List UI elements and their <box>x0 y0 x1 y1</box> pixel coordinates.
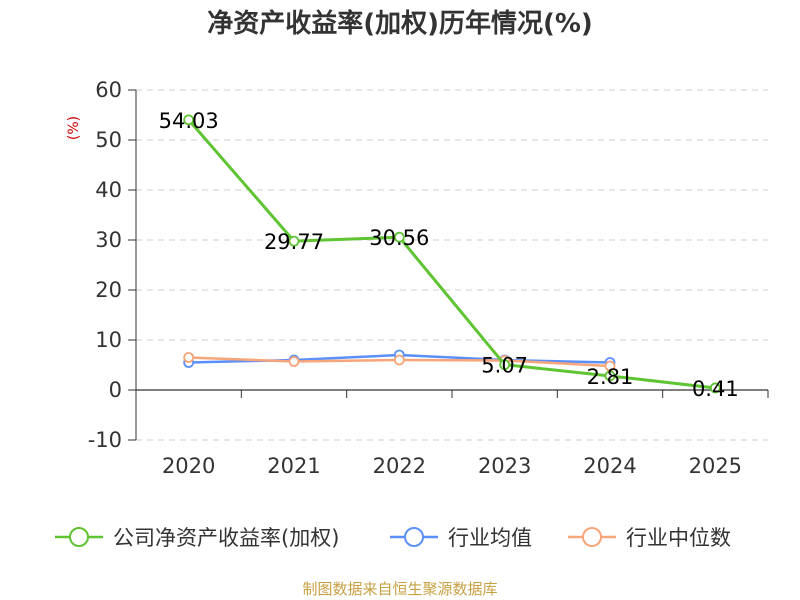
legend[interactable]: 公司净资产收益率(加权) 行业均值 行业中位数 <box>55 526 731 550</box>
grid-lines <box>136 89 768 441</box>
data-label: 54.03 <box>159 109 219 133</box>
chart-title: 净资产收益率(加权)历年情况(%) <box>207 8 593 39</box>
legend-label: 行业中位数 <box>626 526 731 550</box>
y-tick-label: 10 <box>95 328 122 352</box>
series-0 <box>183 114 721 394</box>
data-point[interactable] <box>499 359 511 371</box>
legend-marker <box>404 527 424 547</box>
y-tick-label: 20 <box>95 278 122 302</box>
legend-item-0[interactable]: 公司净资产收益率(加权) <box>55 526 339 550</box>
y-tick-label: 0 <box>109 378 122 402</box>
data-point[interactable] <box>393 231 405 243</box>
data-label: 30.56 <box>369 226 429 250</box>
data-label: 0.41 <box>692 377 739 401</box>
legend-item-2[interactable]: 行业中位数 <box>568 526 731 550</box>
legend-label: 公司净资产收益率(加权) <box>113 526 339 550</box>
x-tick-label: 2022 <box>373 454 426 478</box>
data-point[interactable] <box>393 354 405 366</box>
series-group <box>183 114 721 394</box>
y-tick-label: -10 <box>88 428 122 452</box>
x-tick-label: 2025 <box>689 454 742 478</box>
legend-marker <box>582 527 602 547</box>
series-line <box>187 118 716 390</box>
x-tick-label: 2023 <box>478 454 531 478</box>
data-point[interactable] <box>183 114 195 126</box>
data-label: 5.07 <box>481 354 528 378</box>
y-tick-label: 30 <box>95 228 122 252</box>
legend-label: 行业均值 <box>448 526 532 550</box>
y-axis-unit-label: (%) <box>66 116 82 140</box>
data-point[interactable] <box>604 360 616 372</box>
data-point[interactable] <box>183 352 195 363</box>
legend-marker <box>69 527 89 547</box>
data-point[interactable] <box>288 235 300 247</box>
y-tick-label: 40 <box>95 178 122 202</box>
data-label: 2.81 <box>587 365 634 389</box>
x-tick-label: 2021 <box>267 454 320 478</box>
data-labels: 54.03 29.77 30.56 5.07 2.81 0.41 <box>159 109 739 401</box>
data-point[interactable] <box>709 382 721 394</box>
y-tick-label: 60 <box>95 78 122 102</box>
data-point[interactable] <box>604 370 616 382</box>
legend-item-1[interactable]: 行业均值 <box>390 526 532 550</box>
data-point[interactable] <box>288 356 300 367</box>
x-tick-label: 2024 <box>583 454 636 478</box>
source-note: 制图数据来自恒生聚源数据库 <box>302 580 497 598</box>
x-tick-label: 2020 <box>162 454 215 478</box>
axes: -10 0 10 20 30 40 50 60 2020 2021 2022 2023 2024 2025 <box>88 78 769 478</box>
y-tick-label: 50 <box>95 128 122 152</box>
data-label: 29.77 <box>264 230 324 254</box>
